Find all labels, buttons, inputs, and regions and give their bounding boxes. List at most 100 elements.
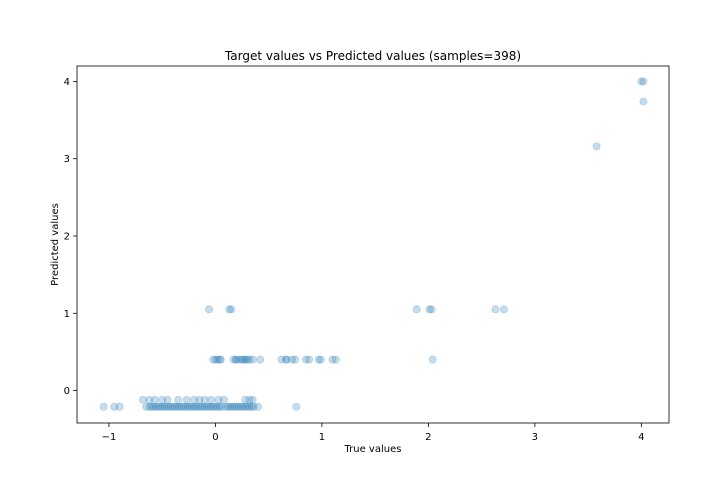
data-point [248,355,257,364]
data-point [639,97,648,106]
data-point [301,355,310,364]
data-point [288,355,297,364]
data-point [166,402,175,411]
data-points [99,77,648,411]
x-tick-label: 1 [319,432,325,443]
data-point [239,402,248,411]
data-point [245,355,254,364]
data-point [115,402,124,411]
data-point [637,77,646,86]
data-point [316,355,325,364]
data-point [150,395,159,404]
data-point [222,402,231,411]
data-point [245,402,254,411]
data-point [162,402,171,411]
data-point [168,402,177,411]
data-point [216,355,225,364]
data-point [147,402,156,411]
data-point [183,402,192,411]
data-point [177,402,186,411]
data-point [226,402,235,411]
data-point [412,305,421,314]
data-point [256,355,265,364]
data-point [425,305,434,314]
data-point [190,395,199,404]
data-point [331,355,340,364]
data-point [173,402,182,411]
data-point [209,402,218,411]
data-point [305,355,314,364]
data-point [240,355,249,364]
data-point [224,402,233,411]
data-point [232,402,241,411]
data-point [228,402,237,411]
data-point [175,402,184,411]
data-point [163,395,172,404]
y-tick-label: 0 [64,386,70,397]
data-point [243,402,252,411]
data-point [187,402,196,411]
data-point [145,395,154,404]
data-point [192,402,201,411]
data-point [211,355,220,364]
data-point [156,402,165,411]
y-tick-label: 3 [64,154,70,165]
data-point [238,355,247,364]
data-point [234,402,243,411]
x-tick-label: 3 [532,432,538,443]
data-point [142,402,151,411]
data-point [215,402,224,411]
data-point [179,402,188,411]
data-point [281,355,290,364]
data-point [243,355,252,364]
data-point [207,402,216,411]
data-point [190,402,199,411]
data-point [241,355,250,364]
data-point [181,402,190,411]
data-point [247,402,256,411]
y-tick-label: 4 [64,77,70,88]
data-point [428,355,437,364]
data-point [194,402,203,411]
data-point [236,402,245,411]
data-point [213,355,222,364]
data-point [231,355,240,364]
data-point [200,395,209,404]
data-point [227,305,236,314]
data-point [164,402,173,411]
data-point [153,402,162,411]
data-point [149,402,158,411]
data-point [139,395,148,404]
data-point [235,355,244,364]
data-point [200,402,209,411]
data-point [214,395,223,404]
data-point [207,395,216,404]
data-point [215,355,224,364]
data-point [198,402,207,411]
data-point [229,355,238,364]
data-point [99,402,108,411]
data-point [225,305,234,314]
data-point [205,402,214,411]
data-point [211,402,220,411]
data-point [254,402,263,411]
data-point [427,305,436,314]
data-point [292,402,301,411]
data-point [174,395,183,404]
data-point [241,402,250,411]
data-point [182,395,191,404]
data-point [209,355,218,364]
data-point [245,395,254,404]
data-point [249,402,258,411]
x-tick-label: 4 [638,432,644,443]
data-point [639,77,648,86]
data-point [185,402,194,411]
data-point [328,355,337,364]
y-tick-label: 1 [64,309,70,320]
data-point [213,402,222,411]
x-axis-label: True values [344,444,402,455]
data-point [110,402,119,411]
data-point [170,402,179,411]
y-axis-label: Predicted values [50,203,61,286]
